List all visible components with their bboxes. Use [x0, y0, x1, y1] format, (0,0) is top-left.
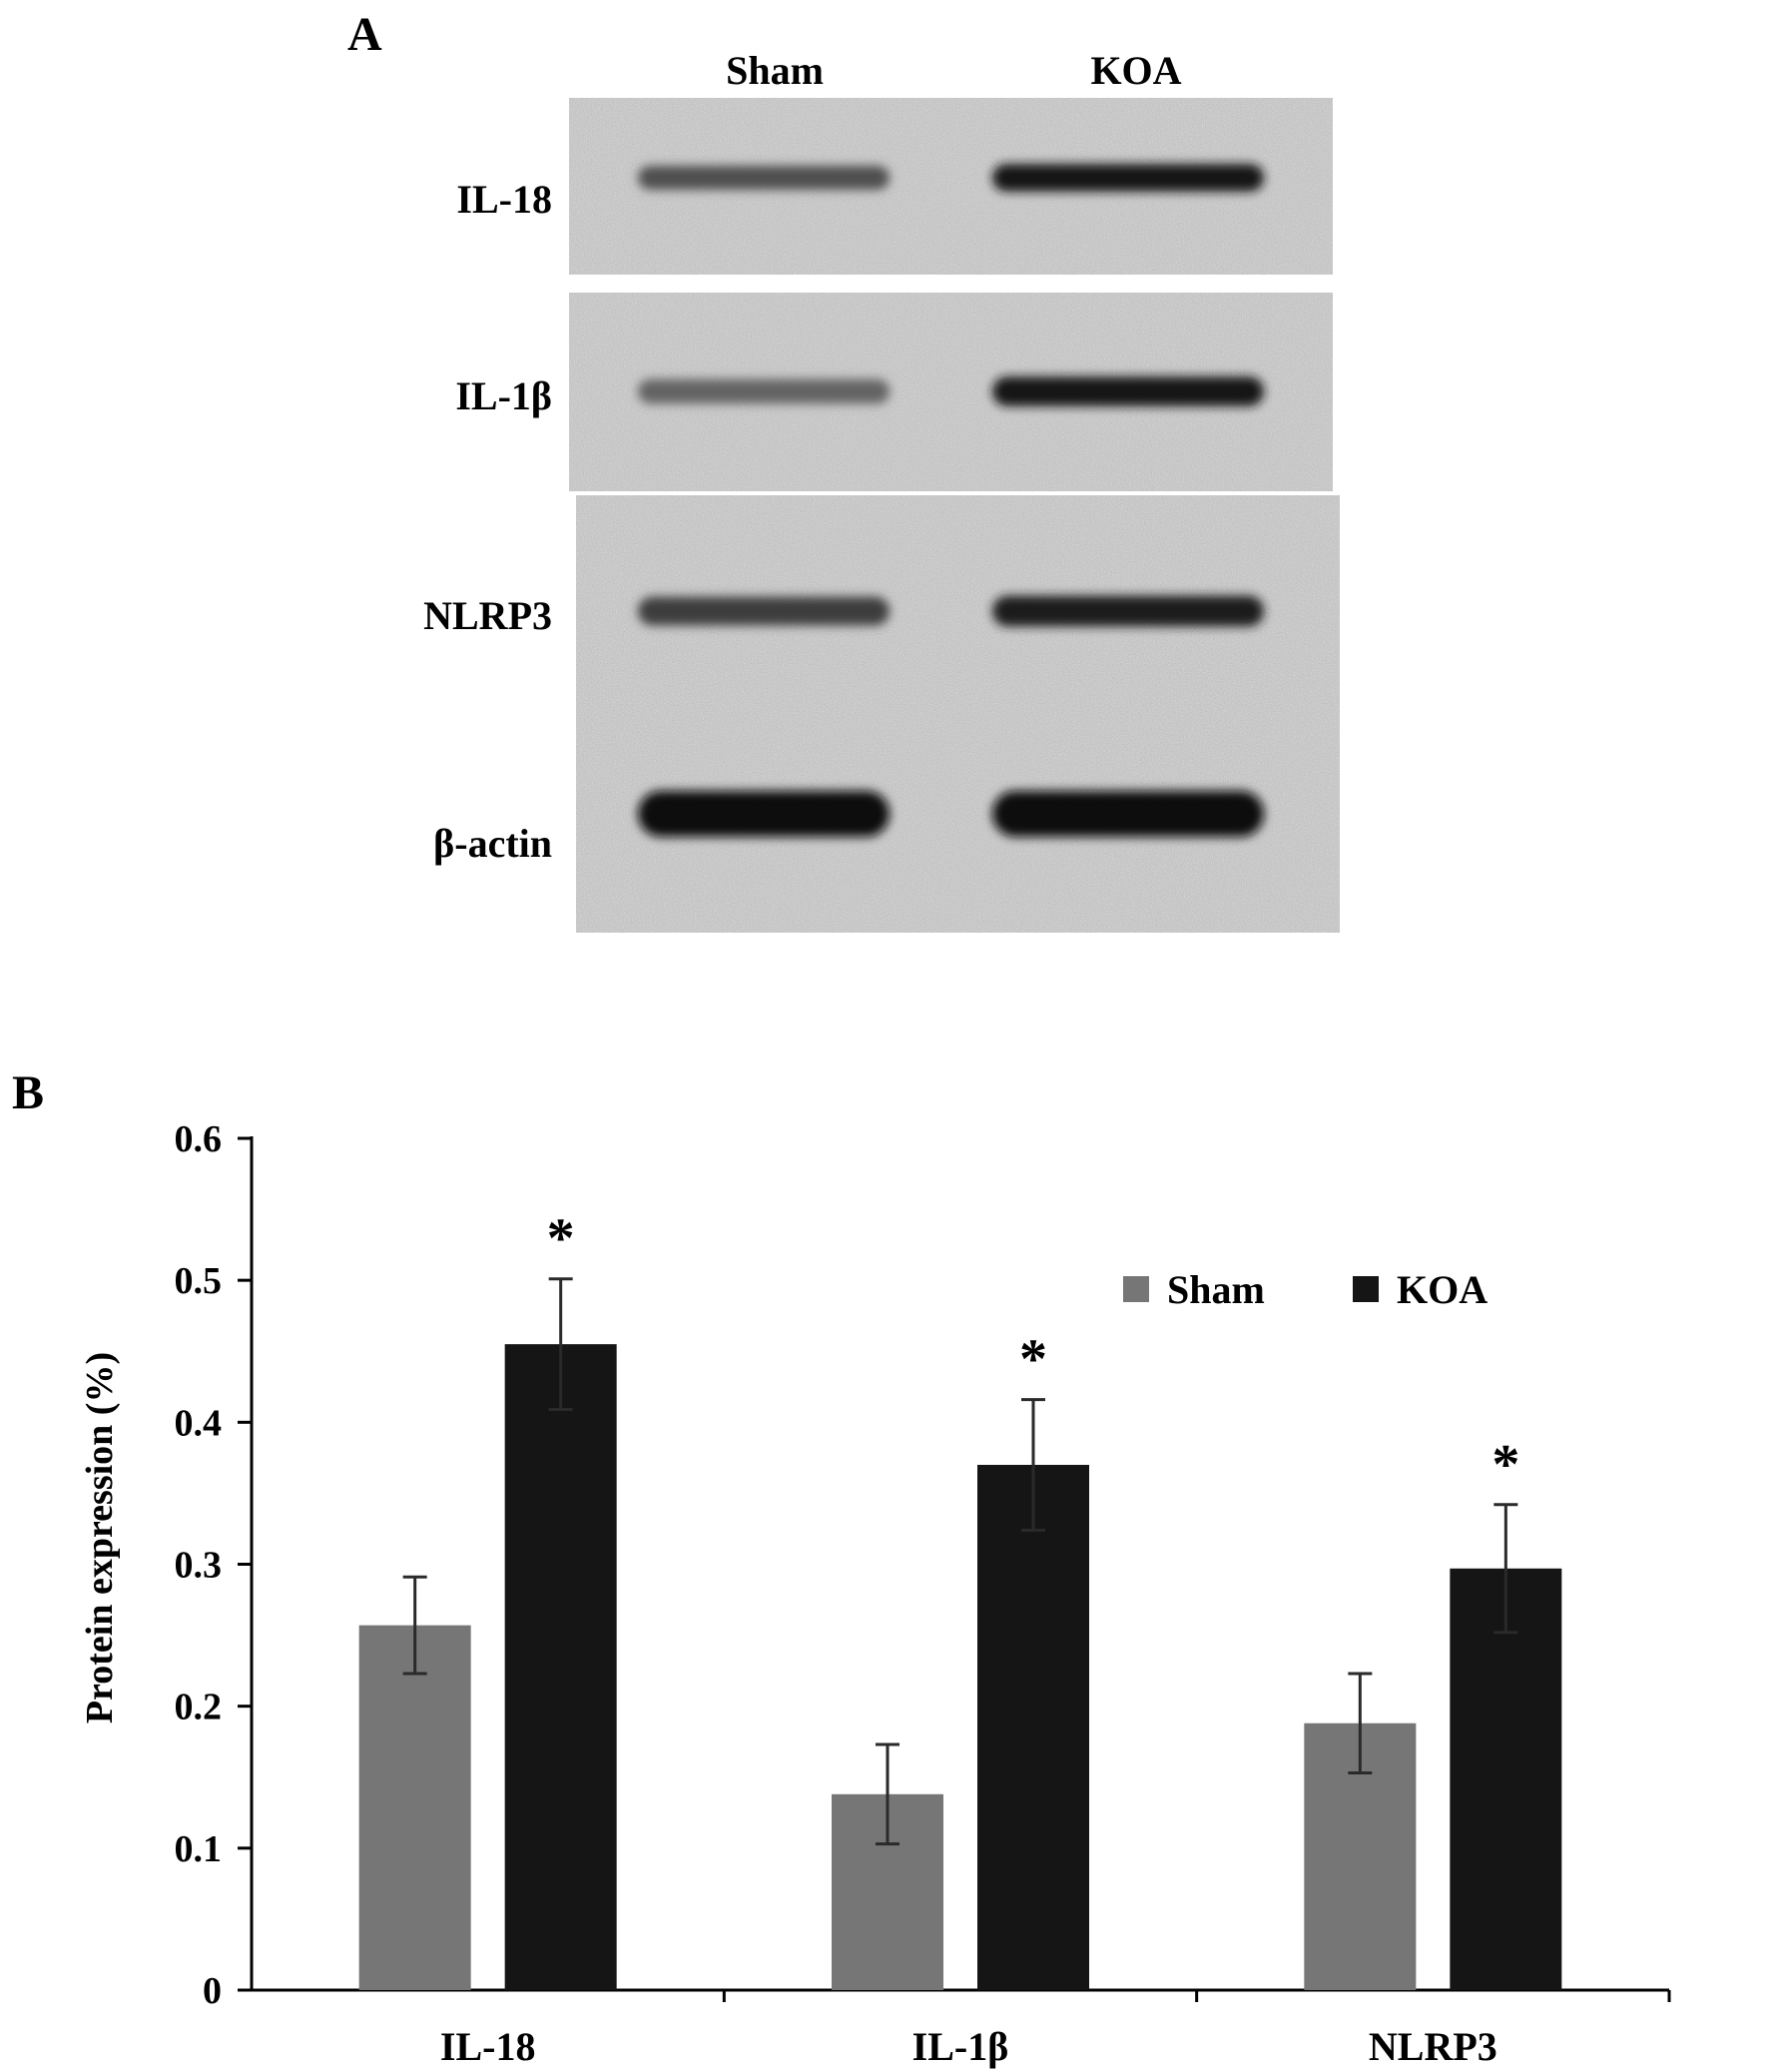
significance-marker-il-1beta: * [1019, 1329, 1047, 1391]
band-nlrp3-sham [638, 596, 890, 626]
plot-area: 0 0.1 0.2 0.3 0.4 0.5 0.6 IL-18 * IL-1β * NLRP3 * [175, 1118, 1671, 2069]
significance-marker-il-18: * [547, 1208, 575, 1270]
lane-label-sham: Sham [726, 48, 824, 93]
y-tick-label: 0 [203, 1970, 222, 2012]
band-il-1beta-koa [992, 376, 1264, 406]
y-tick-label: 0.1 [175, 1828, 223, 1870]
y-tick-label: 0.3 [175, 1545, 223, 1587]
y-axis-label: Protein expression (%) [79, 1352, 121, 1724]
significance-marker-nlrp3: * [1492, 1434, 1519, 1496]
blot-label-il-1beta: IL-1β [455, 373, 552, 418]
band-il-18-sham [638, 165, 890, 191]
blot-strip-il-18: IL-18 [456, 98, 1333, 275]
error-bar-sham-nlrp3 [1348, 1672, 1373, 1774]
bar-sham-il-18 [358, 1625, 471, 1990]
blot-strips: IL-18 IL-1β NLRP3 β-actin [423, 98, 1340, 933]
legend-swatch-sham [1123, 1276, 1149, 1302]
band-il-1beta-sham [638, 378, 890, 404]
lane-label-koa: KOA [1090, 48, 1181, 93]
error-bar-koa-il-1beta [1021, 1398, 1045, 1532]
legend: Sham KOA [1123, 1267, 1488, 1312]
blot-label-nlrp3: NLRP3 [423, 593, 552, 638]
blot-label-il-18: IL-18 [456, 177, 552, 222]
x-tick-label-il-1beta: IL-1β [912, 2024, 1009, 2069]
blot-strip-nlrp3: NLRP3 [423, 495, 1340, 691]
band-il-18-koa [992, 164, 1264, 192]
error-bar-koa-il-18 [548, 1277, 573, 1412]
error-bar-koa-nlrp3 [1493, 1503, 1518, 1635]
y-tick-label: 0.6 [175, 1118, 223, 1160]
y-tick-label: 0.5 [175, 1260, 223, 1302]
band-beta-actin-sham [638, 791, 890, 837]
y-tick-label: 0.4 [175, 1402, 223, 1444]
x-tick-label-il-18: IL-18 [440, 2024, 536, 2069]
panel-a-label: A [347, 8, 382, 61]
bar-koa-nlrp3 [1450, 1568, 1562, 1990]
x-tick-label-nlrp3: NLRP3 [1369, 2024, 1497, 2069]
blot-strip-il-1beta: IL-1β [455, 293, 1333, 491]
blot-strip-beta-actin: β-actin [433, 691, 1340, 933]
band-beta-actin-koa [992, 791, 1264, 837]
error-bar-sham-il-18 [402, 1575, 427, 1676]
blot-texture-nlrp3 [576, 495, 1340, 691]
legend-label-koa: KOA [1397, 1267, 1488, 1312]
legend-label-sham: Sham [1167, 1267, 1265, 1312]
panel-b-label: B [12, 1066, 44, 1119]
band-nlrp3-koa [992, 595, 1264, 627]
bar-chart-panel: B Protein expression (%) 0 0.1 0.2 0.3 0.4 0.… [12, 1066, 1671, 2069]
blot-label-beta-actin: β-actin [433, 821, 552, 866]
bar-koa-il-18 [504, 1344, 617, 1990]
y-tick-label: 0.2 [175, 1687, 223, 1728]
legend-swatch-koa [1353, 1276, 1379, 1302]
western-blot-panel: A Sham KOA IL-18 IL-1β NLRP3 β-actin [347, 8, 1340, 933]
bar-koa-il-1beta [977, 1464, 1089, 1990]
error-bar-sham-il-1beta [876, 1742, 899, 1846]
